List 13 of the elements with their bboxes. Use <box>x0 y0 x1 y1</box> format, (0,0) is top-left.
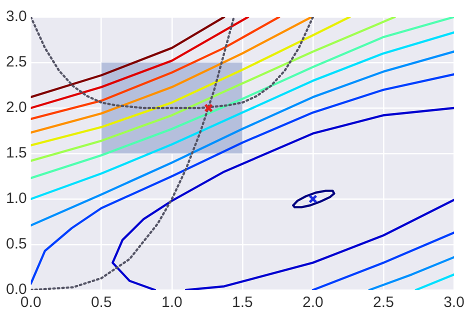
x-tick-label: 3.0 <box>444 294 464 312</box>
x-tick-label: 2.0 <box>302 294 324 312</box>
y-tick-label: 2.0 <box>6 99 27 116</box>
x-tick-label: 0.5 <box>90 294 112 312</box>
x-tick-label: 1.5 <box>232 294 253 312</box>
y-tick-label: 2.5 <box>6 54 27 71</box>
y-tick-label: 1.5 <box>6 144 27 162</box>
y-tick-label: 0.5 <box>6 236 27 253</box>
x-tick-label: 1.0 <box>161 294 182 312</box>
x-tick-label: 0.0 <box>20 294 42 312</box>
x-tick-label: 2.5 <box>373 294 394 312</box>
y-tick-label: 3.0 <box>6 8 27 26</box>
y-tick-label: 1.0 <box>6 190 27 208</box>
